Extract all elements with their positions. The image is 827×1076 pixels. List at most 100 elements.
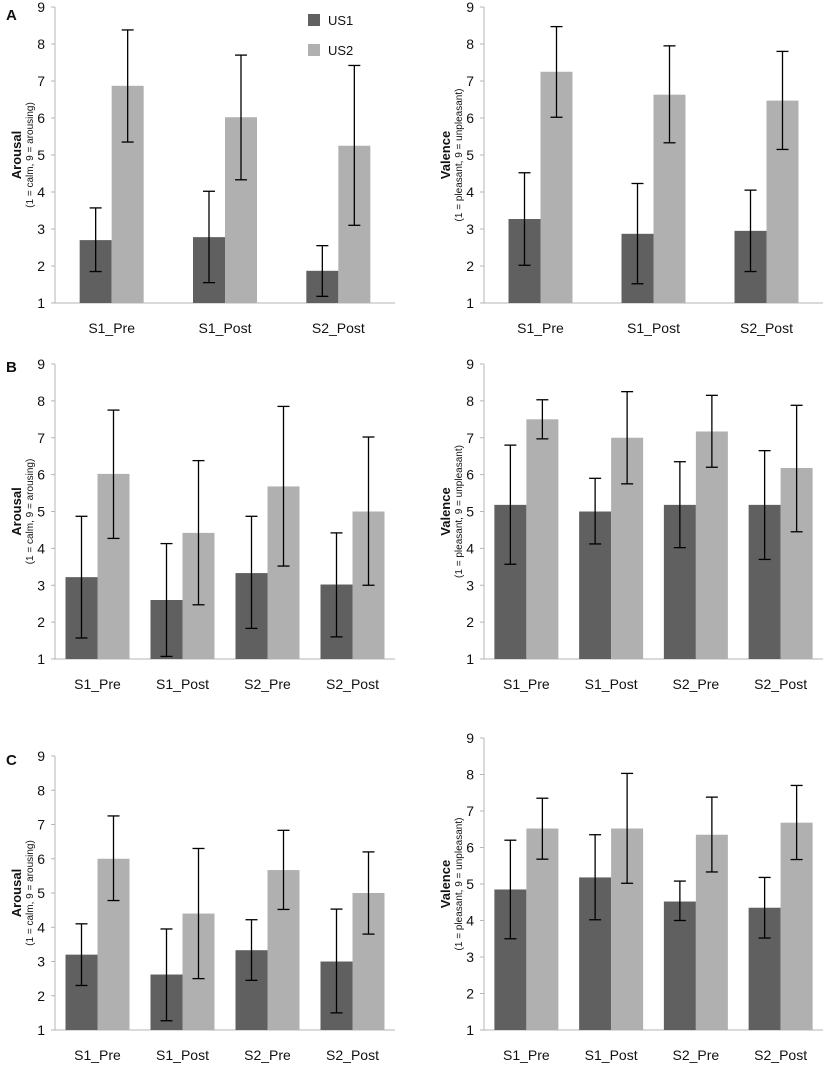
chart-c-right-errorbar-us2-s2-pre [705,796,718,873]
chart-b-left-category-label-s1-pre: S1_Pre [74,676,121,692]
chart-a-left: 1 2 3 4 5 6 7 8 9 Arousal (1 = calm, 9 = arousing)… [9,0,395,336]
chart-a-left-errorbar-us1-s1-pre [89,207,102,273]
chart-a-right-ytick-label-2: 2 [466,258,474,274]
panel-letter-b: B [6,359,17,376]
chart-c-left-ytick-label-9: 9 [37,748,45,764]
chart-b-left-errorbar-us1-s2-pre [245,515,258,630]
chart-c-left-category-label-s2-post: S2_Post [326,1047,379,1063]
chart-c-right-errorbar-us2-s2-post [790,784,803,861]
chart-c-right-y-subtitle: (1 = pleasant, 9 = unpleasant) [454,818,465,951]
chart-b-left: 1 2 3 4 5 6 7 8 9 Arousal (1 = calm, 9 = arousing)… [9,356,395,692]
chart-b-right-errorbar-us2-s1-pre [536,399,549,440]
chart-b-right-category-label-s2-pre: S2_Pre [673,676,720,692]
chart-c-right-ytick-label-5: 5 [466,876,474,892]
chart-c-right-errorbar-us1-s1-post [589,834,602,921]
chart-b-left-errorbar-us2-s2-post [362,436,375,586]
chart-b-left-ytick-label-9: 9 [37,356,45,372]
panel-letter-a: A [6,7,17,24]
chart-c-right-ytick-label-2: 2 [466,986,474,1002]
chart-b-left-ytick-label-8: 8 [37,393,45,409]
chart-a-right: 1 2 3 4 5 6 7 8 9 Valence (1 = pleasant, 9 = unple… [438,0,823,336]
chart-b-left-category-label-s2-post: S2_Post [326,676,379,692]
chart-a-left-y-subtitle: (1 = calm, 9 = arousing) [25,102,36,208]
chart-b-left-category-label-s1-post: S1_Post [156,676,209,692]
chart-a-right-category-label-s1-pre: S1_Pre [517,320,564,336]
chart-a-left-category-label-s2-post: S2_Post [312,320,365,336]
chart-a-right-errorbar-us1-s1-post [631,182,644,285]
chart-b-left-ytick-label-5: 5 [37,504,45,520]
chart-a-left-ytick-label-9: 9 [37,0,45,15]
chart-a-left-category-label-s1-post: S1_Post [199,320,252,336]
chart-a-right-ytick-label-5: 5 [466,147,474,163]
chart-c-right-category-label-s1-pre: S1_Pre [503,1047,550,1063]
chart-a-right-ytick-label-8: 8 [466,36,474,52]
chart-a-right-y-title: Valence [438,131,453,179]
chart-c-left: 1 2 3 4 5 6 7 8 9 Arousal (1 = calm, 9 = arousing)… [9,748,395,1063]
chart-c-left-ytick-label-6: 6 [37,851,45,867]
chart-b-left-errorbar-us1-s2-post [330,532,343,638]
panel-label-c: C [6,752,17,769]
chart-c-left-errorbar-us2-s2-pre [277,829,290,911]
chart-b-right-category-label-s1-post: S1_Post [585,676,638,692]
chart-b-left-ytick-label-4: 4 [37,540,45,556]
chart-a-right-ytick-label-1: 1 [466,295,474,311]
chart-a-right-ytick-label-4: 4 [466,184,474,200]
chart-c-left-ytick-label-4: 4 [37,919,45,935]
chart-b-right-ytick-label-4: 4 [466,540,474,556]
chart-b-left-errorbar-us2-s1-post [192,459,205,606]
chart-b-right-ytick-label-3: 3 [466,577,474,593]
chart-b-left-errorbar-us2-s1-pre [107,409,120,540]
chart-a-left-errorbar-us2-s1-pre [121,29,134,143]
chart-b-left-ytick-label-3: 3 [37,577,45,593]
chart-a-left-y-title: Arousal [9,131,24,179]
chart-a-right-ytick-label-9: 9 [466,0,474,15]
chart-b-right-ytick-label-6: 6 [466,467,474,483]
chart-c-left-errorbar-us2-s1-post [192,847,205,980]
chart-a-left-ytick-label-5: 5 [37,147,45,163]
chart-c-right-errorbar-us2-s1-pre [536,797,549,860]
chart-a-right-errorbar-us1-s2-post [744,189,757,273]
chart-a-right-errorbar-us2-s1-pre [550,25,563,118]
chart-a-left-ytick-label-6: 6 [37,110,45,126]
chart-b-right-category-label-s2-post: S2_Post [754,676,807,692]
chart-b-right-ytick-label-2: 2 [466,614,474,630]
chart-b-right-ytick-label-1: 1 [466,651,474,667]
chart-c-right-ytick-label-8: 8 [466,767,474,783]
chart-c-right-ytick-label-7: 7 [466,803,474,819]
chart-c-left-ytick-label-5: 5 [37,885,45,901]
chart-c-right-ytick-label-9: 9 [466,730,474,746]
chart-c-left-errorbar-us1-s1-post [160,928,173,1022]
chart-b-right: 1 2 3 4 5 6 7 8 9 Valence (1 = pleasant, 9 = unple… [438,356,823,692]
chart-a-left-ytick-label-2: 2 [37,258,45,274]
chart-a-left-errorbar-us1-s2-post [316,244,329,297]
chart-a-right-ytick-label-3: 3 [466,221,474,237]
chart-b-right-y-subtitle: (1 = pleasant, 9 = unpleasant) [454,445,465,578]
chart-a-right-ytick-label-6: 6 [466,110,474,126]
chart-c-left-category-label-s1-pre: S1_Pre [74,1047,121,1063]
chart-c-left-ytick-label-8: 8 [37,782,45,798]
chart-c-right-ytick-label-1: 1 [466,1022,474,1038]
chart-b-left-ytick-label-7: 7 [37,430,45,446]
chart-b-right-errorbar-us1-s2-post [758,450,771,561]
chart-a-right-y-subtitle: (1 = pleasant, 9 = unpleasant) [454,89,465,222]
chart-b-right-bar-us2-s2-pre [695,431,728,659]
chart-c-right-ytick-label-6: 6 [466,840,474,856]
chart-c-left-y-title: Arousal [9,869,24,917]
chart-c-right-errorbar-us1-s2-pre [673,880,686,922]
chart-b-left-ytick-label-6: 6 [37,467,45,483]
chart-c-left-category-label-s1-post: S1_Post [156,1047,209,1063]
chart-c-left-ytick-label-1: 1 [37,1022,45,1038]
chart-a-right-errorbar-us2-s2-post [776,50,789,151]
chart-c-right-errorbar-us1-s2-post [758,876,771,939]
chart-a-left-ytick-label-3: 3 [37,221,45,237]
chart-b-right-errorbar-us1-s2-pre [673,461,686,549]
chart-b-left-category-label-s2-pre: S2_Pre [244,676,291,692]
chart-b-left-y-title: Arousal [9,487,24,535]
chart-a-left-errorbar-us2-s1-post [235,54,247,181]
chart-c-right-category-label-s2-post: S2_Post [754,1047,807,1063]
chart-c-right-category-label-s2-pre: S2_Pre [673,1047,720,1063]
chart-b-left-errorbar-us1-s1-pre [75,515,88,639]
chart-c-right-bar-us1-s2-pre [663,901,696,1030]
chart-c-right-ytick-label-3: 3 [466,949,474,965]
